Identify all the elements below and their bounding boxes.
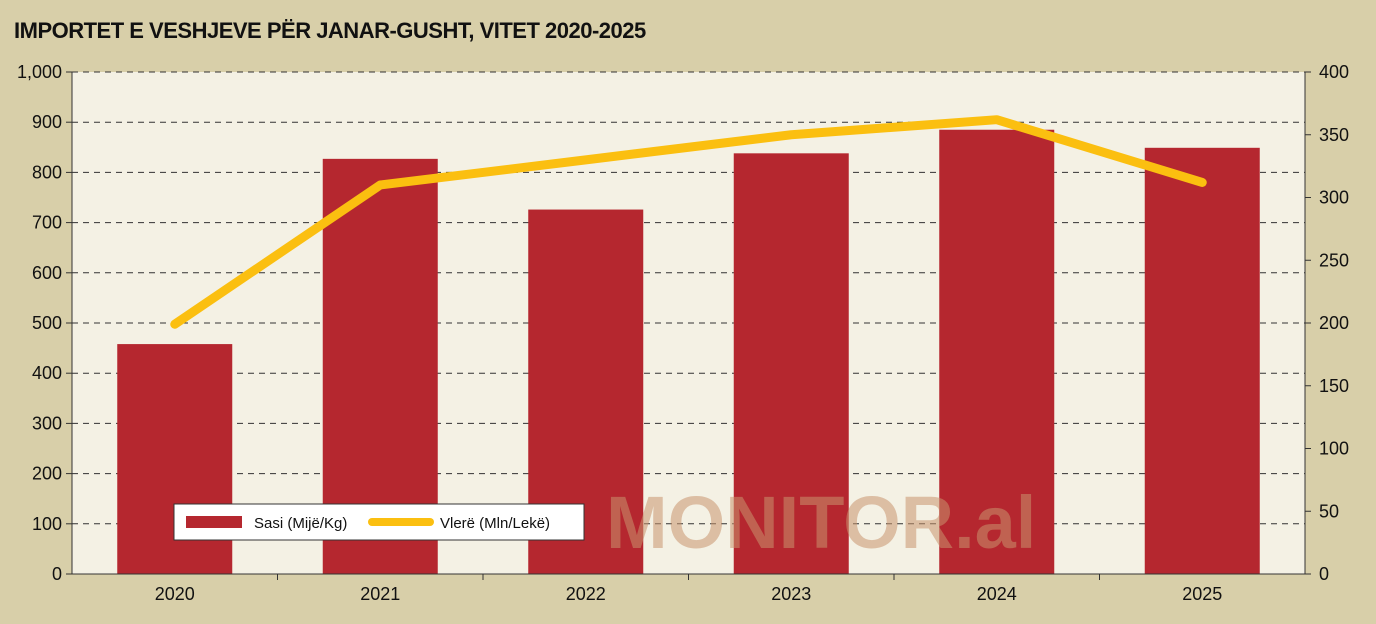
watermark: MONITOR.al	[606, 481, 1036, 564]
x-tick-label: 2024	[977, 584, 1017, 604]
legend-label-sasi: Sasi (Mijë/Kg)	[254, 515, 347, 532]
x-tick-label: 2025	[1182, 584, 1222, 604]
line-point-2025	[1201, 181, 1204, 184]
left-tick-label: 100	[32, 514, 62, 534]
right-tick-label: 400	[1319, 62, 1349, 82]
legend-swatch-sasi	[186, 516, 242, 528]
axes: 0 100 200 300 400 500 600 700 800 900 1,000 0 50 100 1…	[17, 62, 1349, 604]
right-tick-label: 100	[1319, 439, 1349, 459]
left-tick-label: 800	[32, 162, 62, 182]
line-point-2020	[173, 323, 176, 326]
left-tick-label: 600	[32, 263, 62, 283]
left-tick-label: 700	[32, 213, 62, 233]
right-tick-label: 250	[1319, 250, 1349, 270]
x-tick-label: 2022	[566, 584, 606, 604]
value-line	[170, 115, 1207, 329]
bar-2025	[1144, 147, 1260, 574]
chart-title: IMPORTET E VESHJEVE PËR JANAR-GUSHT, VIT…	[14, 18, 646, 43]
line-point-2024	[995, 118, 998, 121]
left-tick-label: 0	[52, 564, 62, 584]
gridlines	[72, 71, 1305, 525]
left-tick-label: 300	[32, 413, 62, 433]
bar-2024	[939, 129, 1055, 575]
right-tick-label: 350	[1319, 125, 1349, 145]
line-point-2023	[790, 133, 793, 136]
right-tick-label: 0	[1319, 564, 1329, 584]
left-tick-label: 900	[32, 112, 62, 132]
left-tick-label: 400	[32, 363, 62, 383]
right-tick-label: 150	[1319, 376, 1349, 396]
line-point-2022	[584, 158, 587, 161]
legend-label-vlere: Vlerë (Mln/Lekë)	[440, 515, 550, 532]
line-point-2021	[379, 183, 382, 186]
right-tick-label: 300	[1319, 188, 1349, 208]
x-tick-label: 2021	[360, 584, 400, 604]
right-tick-label: 200	[1319, 313, 1349, 333]
right-tick-label: 50	[1319, 501, 1339, 521]
x-tick-label: 2020	[155, 584, 195, 604]
left-tick-label: 500	[32, 313, 62, 333]
left-tick-label: 1,000	[17, 62, 62, 82]
legend: Sasi (Mijë/Kg) Vlerë (Mln/Lekë)	[173, 503, 585, 541]
x-tick-label: 2023	[771, 584, 811, 604]
line-series	[170, 115, 1207, 329]
left-tick-label: 200	[32, 464, 62, 484]
bar-2023	[733, 153, 849, 574]
